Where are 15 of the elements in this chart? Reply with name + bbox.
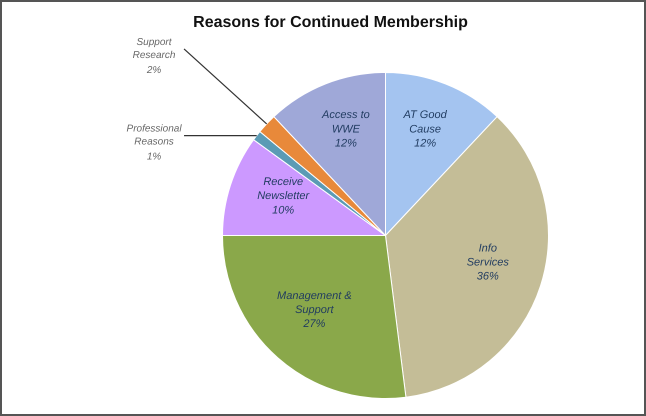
data-label: 12% — [334, 137, 358, 150]
data-label: 2% — [146, 64, 162, 76]
slice-label: Professional Reasons — [126, 123, 182, 148]
slice-label: AT Good Cause — [402, 109, 448, 136]
slice-label: Support Research — [132, 36, 176, 62]
data-label: 1% — [146, 152, 162, 163]
chart-title: Reasons for Continued Membership — [193, 14, 468, 31]
slice-label: Receive Newsletter — [257, 176, 310, 202]
data-label: 10% — [272, 204, 294, 216]
data-label: 36% — [476, 270, 500, 283]
slice-label: Management & Support — [277, 290, 352, 316]
data-label: 27% — [302, 318, 326, 330]
data-label: 12% — [414, 137, 436, 150]
slice-label: Info Services — [466, 242, 510, 269]
slice-label: Access to WWE — [321, 109, 370, 136]
